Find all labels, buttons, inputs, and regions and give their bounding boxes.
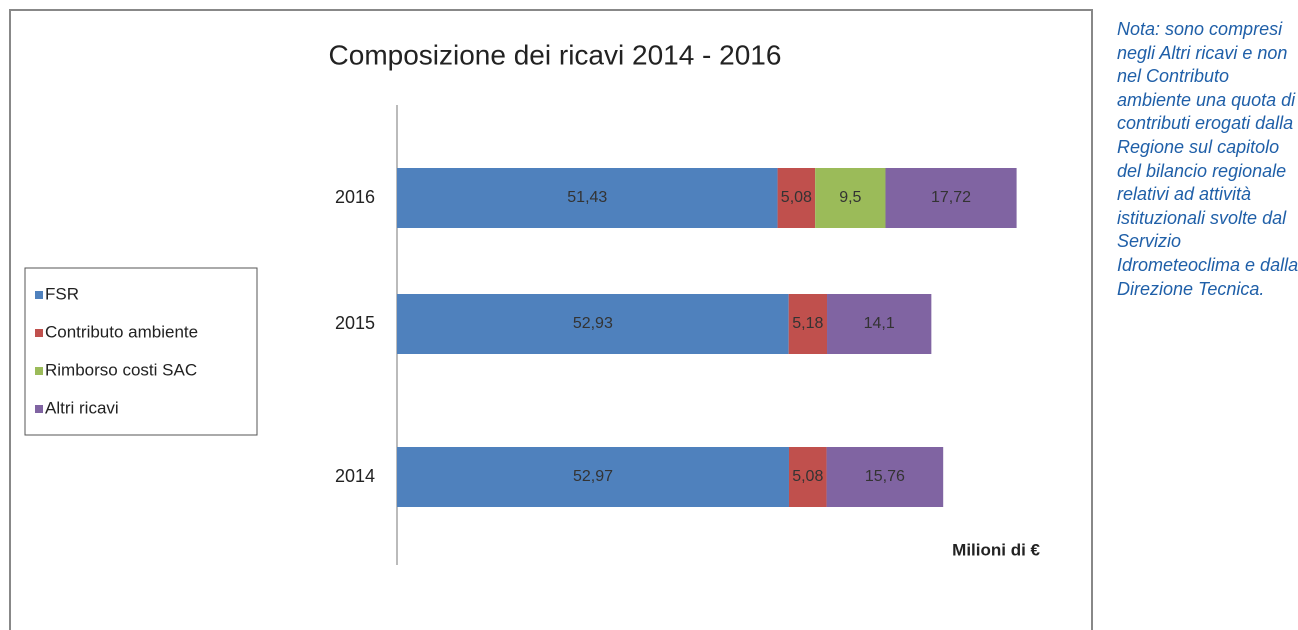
data-label: 14,1 — [864, 315, 895, 332]
data-label: 17,72 — [931, 189, 971, 206]
data-label: 5,08 — [792, 468, 823, 485]
bar-segment — [827, 294, 932, 354]
legend-swatch — [35, 329, 43, 337]
bar-segment — [826, 447, 944, 507]
data-label: 5,08 — [781, 189, 812, 206]
legend-box — [24, 267, 258, 436]
note: Nota: sono compresi negli Altri ricavi e… — [1117, 19, 1298, 299]
data-label: 51,43 — [567, 189, 607, 206]
data-label: 15,76 — [865, 468, 905, 485]
legend-swatch — [35, 291, 43, 299]
legend-label: Rimborso costi SAC — [45, 360, 197, 379]
y-tick-label: 2015 — [335, 313, 375, 333]
data-label: 52,93 — [573, 315, 613, 332]
bar-segment — [397, 447, 789, 507]
legend-swatch — [35, 405, 43, 413]
bar-segment — [885, 168, 1017, 228]
data-label: 9,5 — [839, 189, 861, 206]
bar-segment — [788, 294, 828, 354]
bar-segment — [788, 447, 827, 507]
chart-title: Composizione dei ricavi 2014 - 2016 — [329, 39, 782, 70]
y-tick-label: 2016 — [335, 187, 375, 207]
legend-label: FSR — [45, 284, 79, 303]
x-axis-label: Milioni di € — [952, 540, 1040, 559]
bar-segment — [815, 168, 886, 228]
legend-label: Contributo ambiente — [45, 322, 198, 341]
data-label: 5,18 — [792, 315, 823, 332]
data-label: 52,97 — [573, 468, 613, 485]
legend-label: Altri ricavi — [45, 398, 119, 417]
y-tick-label: 2014 — [335, 466, 375, 486]
bar-segment — [397, 294, 789, 354]
bar-segment — [777, 168, 816, 228]
legend-swatch — [35, 367, 43, 375]
bar-segment — [397, 168, 778, 228]
